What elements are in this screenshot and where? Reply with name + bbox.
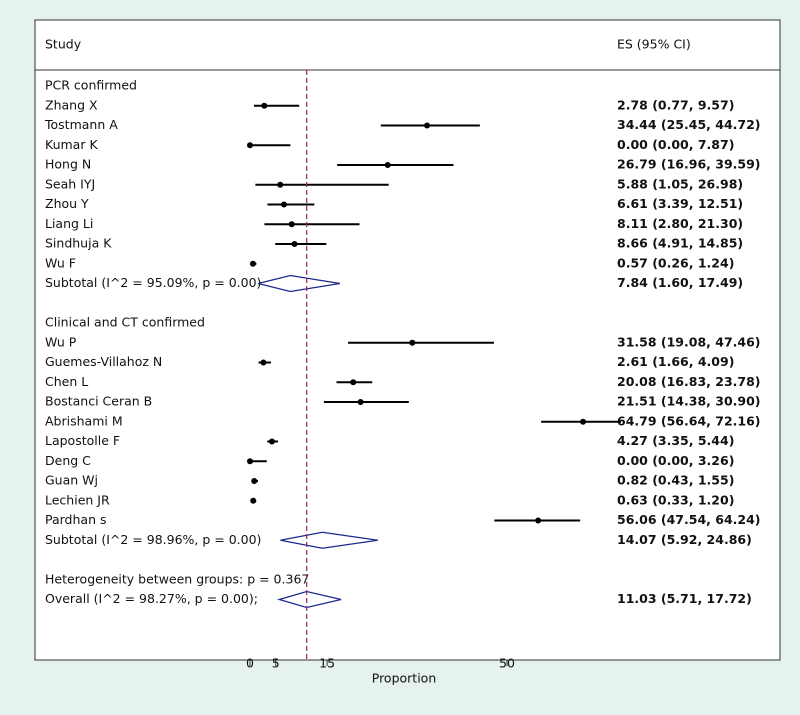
study-label: Hong N [45, 157, 91, 172]
x-tick-label: 15 [319, 656, 335, 671]
x-tick-label: 50 [499, 656, 515, 671]
point-estimate [247, 458, 253, 465]
es-label: 26.79 (16.96, 39.59) [617, 157, 761, 172]
study-label: Pardhan s [45, 512, 106, 527]
study-label: Wu F [45, 255, 76, 270]
es-label: 8.11 (2.80, 21.30) [617, 216, 743, 231]
group-label: Clinical and CT confirmed [45, 315, 205, 330]
es-label: 11.03 (5.71, 17.72) [617, 591, 752, 606]
es-label: 7.84 (1.60, 17.49) [617, 275, 743, 290]
point-estimate [280, 201, 287, 208]
study-label: Zhang X [45, 97, 98, 112]
es-label: 5.88 (1.05, 26.98) [617, 176, 743, 191]
study-label: Bostanci Ceran B [45, 394, 152, 409]
summary-diamond [258, 274, 341, 293]
study-label: Chen L [45, 374, 88, 389]
point-estimate [251, 478, 258, 484]
es-label: 64.79 (56.64, 72.16) [617, 413, 761, 428]
point-estimate [535, 517, 542, 524]
es-label: 8.66 (4.91, 14.85) [617, 236, 743, 251]
es-label: 56.06 (47.54, 64.24) [617, 512, 761, 527]
es-label: 14.07 (5.92, 24.86) [617, 532, 752, 547]
point-estimate [247, 142, 253, 149]
point-estimate [350, 379, 357, 386]
summary-label: Subtotal (I^2 = 98.96%, p = 0.00) [45, 532, 261, 547]
point-estimate [384, 162, 391, 168]
point-estimate [249, 260, 256, 267]
study-label: Lapostolle F [45, 433, 120, 448]
point-estimate [291, 241, 298, 247]
study-header: Study [45, 37, 82, 52]
point-estimate [277, 181, 284, 188]
es-label: 0.57 (0.26, 1.24) [617, 255, 734, 270]
study-label: Deng C [45, 453, 91, 468]
study-label: Sindhuja K [45, 236, 112, 251]
es-label: 0.00 (0.00, 7.87) [617, 137, 734, 152]
point-estimate [424, 122, 431, 129]
group-label: PCR confirmed [45, 78, 137, 93]
point-estimate [580, 418, 587, 425]
es-label: 31.58 (19.08, 47.46) [617, 334, 761, 349]
es-header: ES (95% CI) [617, 37, 691, 52]
summary-label: Subtotal (I^2 = 95.09%, p = 0.00) [45, 275, 261, 290]
summary-label: Overall (I^2 = 98.27%, p = 0.00); [45, 591, 258, 606]
x-tick-label: 5 [272, 656, 280, 671]
x-tick-label: 0 [246, 656, 254, 671]
point-estimate [261, 102, 268, 109]
summary-diamond [280, 531, 378, 549]
point-estimate [268, 438, 275, 445]
summary-diamond [277, 590, 342, 609]
study-label: Liang Li [45, 216, 93, 231]
es-label: 4.27 (3.35, 5.44) [617, 433, 734, 448]
point-estimate [250, 497, 257, 504]
point-estimate [357, 399, 364, 405]
study-label: Wu P [45, 334, 77, 349]
es-label: 0.82 (0.43, 1.55) [617, 473, 734, 488]
es-label: 2.78 (0.77, 9.57) [617, 97, 734, 112]
point-estimate [288, 221, 295, 228]
es-label: 21.51 (14.38, 30.90) [617, 394, 761, 409]
es-label: 2.61 (1.66, 4.09) [617, 354, 734, 369]
study-label: Lechien JR [45, 492, 110, 507]
study-label: Kumar K [45, 137, 98, 152]
plot-panel [34, 19, 781, 661]
es-label: 34.44 (25.45, 44.72) [617, 117, 761, 132]
study-label: Zhou Y [45, 196, 89, 211]
es-label: 0.63 (0.33, 1.20) [617, 492, 734, 507]
es-label: 20.08 (16.83, 23.78) [617, 374, 761, 389]
es-label: 0.00 (0.00, 3.26) [617, 453, 734, 468]
point-estimate [260, 359, 267, 366]
study-label: Abrishami M [45, 413, 123, 428]
es-label: 6.61 (3.39, 12.51) [617, 196, 743, 211]
study-label: Seah IYJ [45, 176, 95, 191]
study-label: Guemes-Villahoz N [45, 354, 162, 369]
x-axis-label: Proportion [372, 671, 437, 686]
study-label: Guan Wj [45, 473, 98, 488]
heterogeneity-label: Heterogeneity between groups: p = 0.367 [45, 571, 309, 586]
point-estimate [409, 339, 416, 346]
study-label: Tostmann A [44, 117, 118, 132]
